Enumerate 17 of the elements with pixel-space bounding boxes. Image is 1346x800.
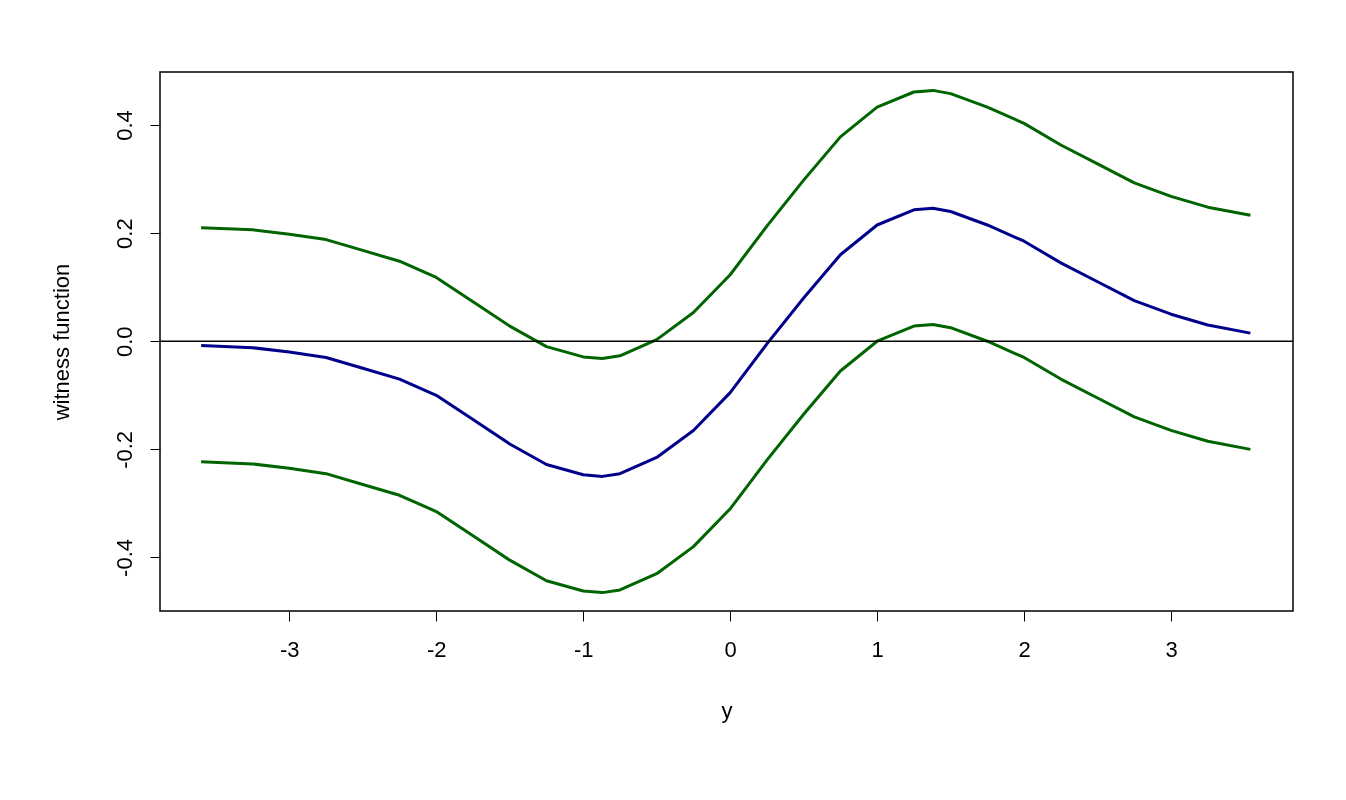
- y-tick-label: 0.2: [111, 218, 137, 249]
- x-tick-label: -3: [280, 636, 300, 662]
- y-axis-title: witness function: [48, 263, 74, 422]
- y-tick-label: 0.0: [111, 326, 137, 358]
- x-axis-title: y: [721, 697, 733, 723]
- x-tick-label: -2: [426, 636, 447, 662]
- y-tick-label: -0.2: [111, 430, 137, 469]
- x-tick-label: 1: [871, 636, 884, 662]
- x-tick-label: 3: [1165, 636, 1178, 662]
- x-tick-label: 2: [1018, 636, 1031, 662]
- line-series: [199, 206, 1252, 478]
- y-tick-label: -0.4: [111, 539, 137, 577]
- x-tick-label: -1: [573, 636, 594, 662]
- line-series: [199, 322, 1252, 595]
- line-series: [199, 88, 1252, 361]
- x-tick-label: 0: [724, 636, 737, 662]
- y-tick-label: 0.4: [111, 110, 137, 141]
